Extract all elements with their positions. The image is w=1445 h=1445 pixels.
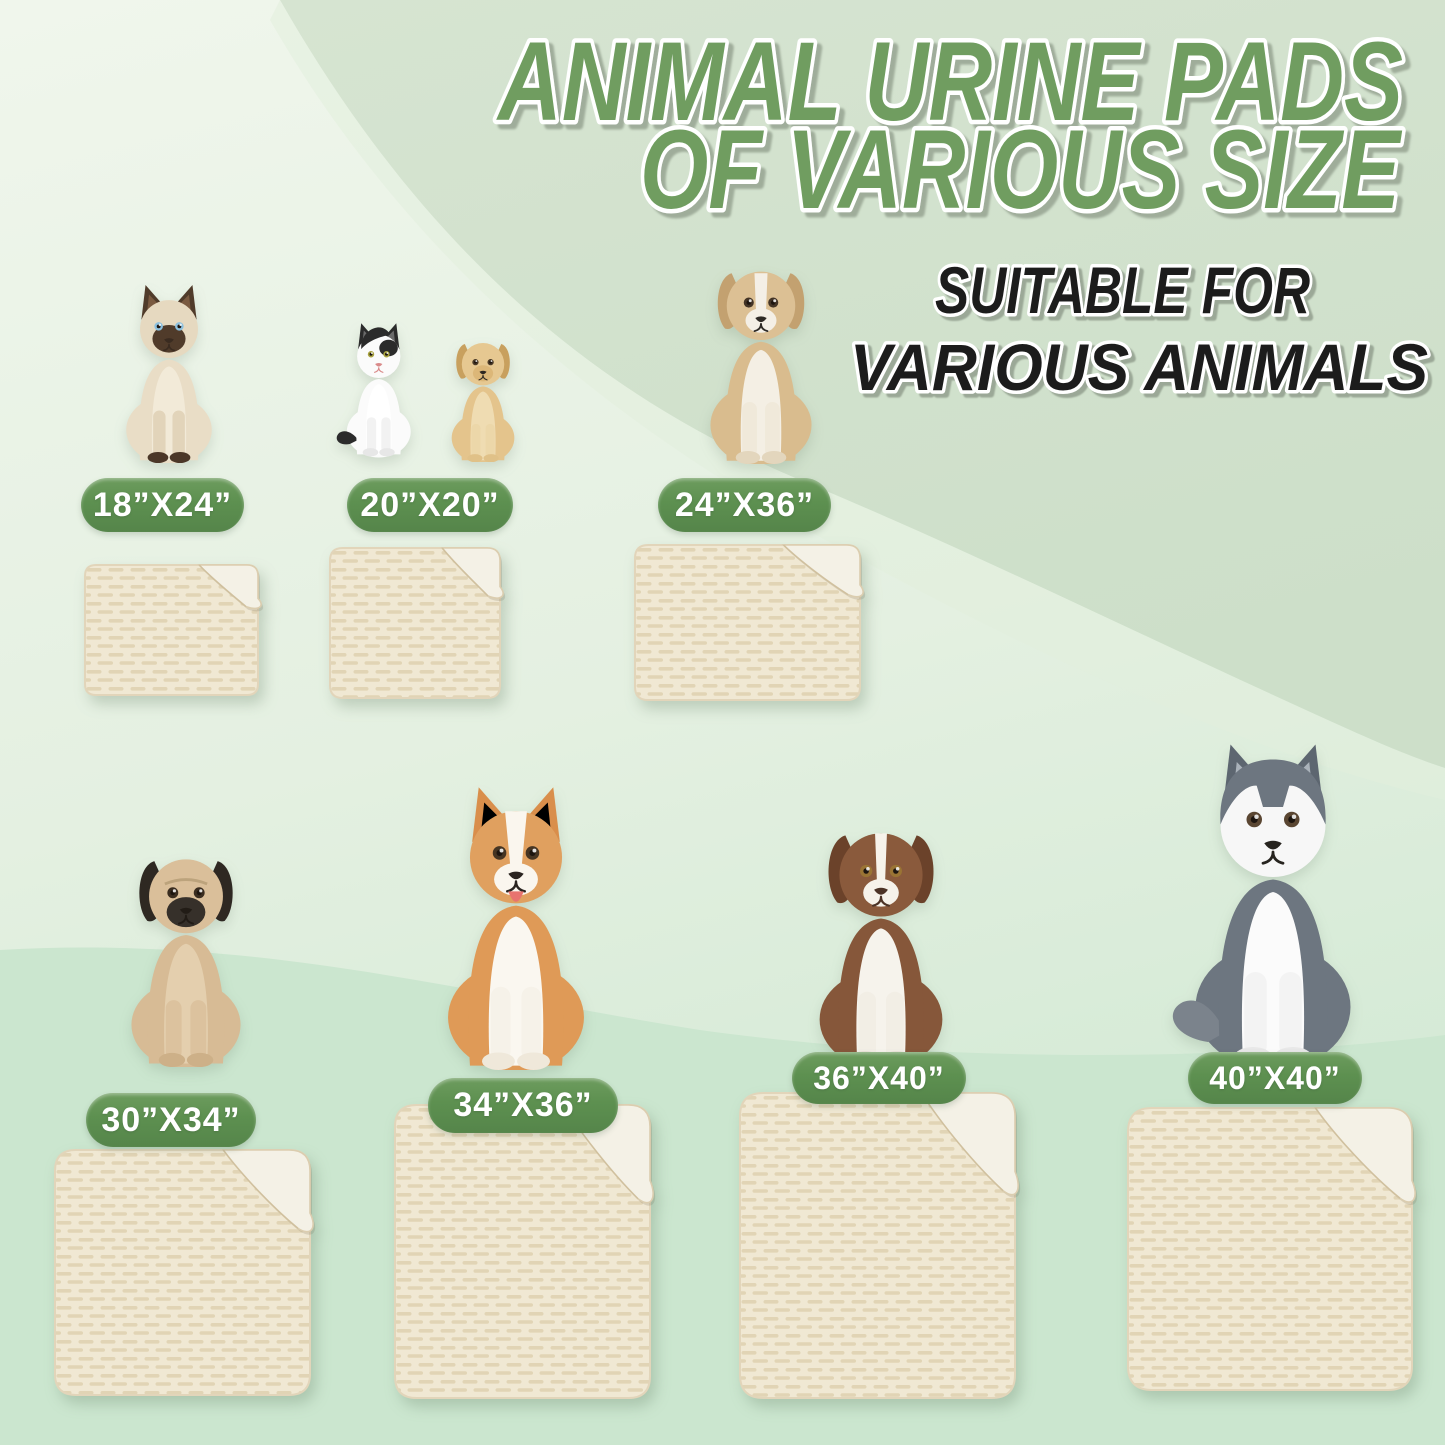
size-badge-36x40: 36”X40” [792, 1052, 966, 1104]
pee-pad-34x36 [394, 1104, 656, 1399]
pee-pad-30x34 [54, 1149, 316, 1396]
pee-pad-20x20 [329, 547, 506, 699]
size-badge-30x34: 30”X34” [86, 1093, 256, 1147]
corgi-photo [400, 785, 632, 1073]
size-badge-24x36: 24”X36” [658, 478, 831, 532]
size-label: 20”X20” [360, 485, 500, 524]
size-label: 24”X36” [674, 485, 815, 524]
size-label: 34”X36” [453, 1086, 593, 1124]
background-top-right-blob [280, 0, 1445, 768]
siamese-cat-photo [100, 258, 238, 465]
size-badge-40x40: 40”X40” [1188, 1052, 1362, 1104]
pee-pad-36x40 [739, 1092, 1021, 1399]
background-swoosh-edge [270, 0, 1445, 800]
pee-pad-18x24 [84, 564, 264, 696]
pee-pad-24x36 [634, 544, 866, 701]
size-label: 40”X40” [1209, 1059, 1341, 1096]
tan-dog-photo [672, 252, 850, 466]
size-label: 36”X40” [813, 1059, 945, 1096]
size-label: 30”X34” [101, 1100, 241, 1139]
background-bottom-band [0, 947, 1445, 1445]
size-badge-34x36: 34”X36” [428, 1078, 618, 1133]
size-label: 18”X24” [92, 485, 233, 524]
australian-shepherd-photo [782, 732, 980, 1069]
size-badge-18x24: 18”X24” [81, 478, 244, 532]
pee-pad-40x40 [1127, 1107, 1418, 1391]
pug-photo [98, 812, 274, 1069]
cat-and-puppy-photo [325, 262, 540, 464]
husky-photo [1148, 675, 1398, 1070]
size-badge-20x20: 20”X20” [347, 478, 513, 532]
